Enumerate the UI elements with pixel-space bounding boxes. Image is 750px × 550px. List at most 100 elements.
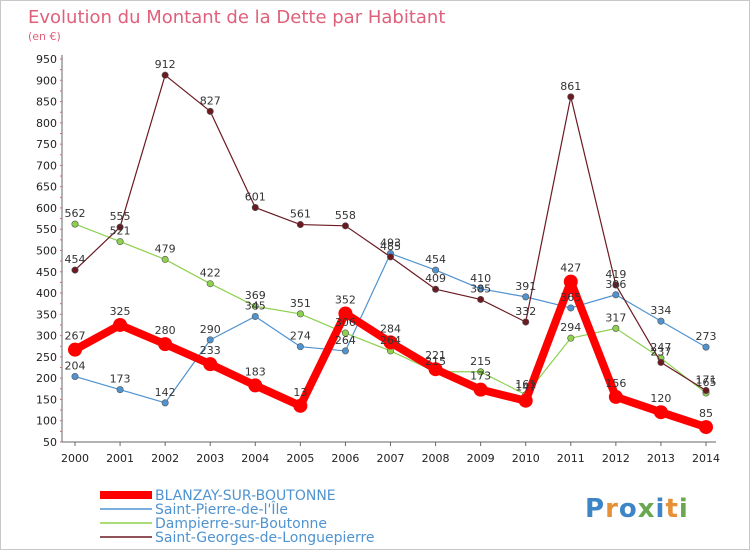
data-label: 173 (470, 370, 491, 383)
data-label: 290 (200, 323, 221, 336)
x-tick-label: 2008 (422, 452, 450, 465)
y-tick-label: 150 (36, 393, 57, 406)
data-point (477, 368, 485, 376)
x-tick-label: 2005 (286, 452, 314, 465)
data-label: 479 (155, 242, 176, 255)
data-label: 274 (290, 330, 311, 343)
y-tick-label: 50 (43, 436, 57, 449)
data-label: 147 (515, 381, 536, 394)
legend-label: Saint-Pierre-de-l'Île (155, 500, 288, 518)
y-tick-label: 500 (36, 245, 57, 258)
y-tick-label: 750 (36, 138, 57, 151)
data-point (161, 71, 169, 79)
x-tick-label: 2009 (467, 452, 495, 465)
y-tick-label: 950 (36, 53, 57, 66)
data-point (296, 221, 304, 229)
data-label: 325 (110, 305, 131, 318)
axes: 50 100 150 200 250 300 350 400 450 500 550 600 650 70… (36, 53, 720, 465)
data-point (71, 220, 79, 228)
data-point (248, 378, 263, 393)
data-labels: 204 173 142 290 345 274 264 493 454 410 391 365 396 3… (65, 58, 717, 420)
data-point (113, 317, 128, 332)
data-label: 183 (245, 365, 266, 378)
data-point (477, 295, 485, 303)
logo-letter: x (638, 494, 656, 524)
data-label: 306 (335, 316, 356, 329)
data-label: 204 (65, 359, 86, 372)
x-tick-label: 2006 (331, 452, 359, 465)
data-point (206, 280, 214, 288)
data-label: 396 (605, 278, 626, 291)
y-tick-label: 700 (36, 159, 57, 172)
data-point (341, 347, 349, 355)
chart-title: Evolution du Montant de la Dette par Hab… (28, 7, 445, 28)
y-tick-label: 800 (36, 117, 57, 130)
data-label: 493 (380, 236, 401, 249)
data-label: 264 (380, 334, 401, 347)
data-label: 369 (245, 289, 266, 302)
data-label: 85 (699, 407, 713, 420)
data-label: 454 (425, 253, 446, 266)
x-tick-label: 2001 (106, 452, 134, 465)
data-label: 173 (110, 373, 131, 386)
data-label: 165 (696, 376, 717, 389)
data-point (563, 274, 578, 289)
data-label: 422 (200, 267, 221, 280)
data-point (432, 266, 440, 274)
data-label: 558 (335, 209, 356, 222)
data-label: 233 (200, 344, 221, 357)
x-tick-label: 2014 (692, 452, 720, 465)
y-tick-label: 350 (36, 308, 57, 321)
data-point (477, 285, 485, 293)
y-tick-label: 550 (36, 223, 57, 236)
data-label: 345 (245, 299, 266, 312)
data-label: 215 (470, 355, 491, 368)
data-point (158, 337, 173, 352)
data-label: 317 (605, 311, 626, 324)
data-label: 352 (335, 293, 356, 306)
y-tick-label: 100 (36, 415, 57, 428)
data-label: 454 (65, 253, 86, 266)
data-point (251, 312, 259, 320)
data-point (161, 399, 169, 407)
y-tick-label: 650 (36, 181, 57, 194)
data-point (206, 336, 214, 344)
y-tick-label: 200 (36, 372, 57, 385)
legend: BLANZAY-SUR-BOUTONNESaint-Pierre-de-l'Îl… (100, 488, 375, 546)
data-label: 171 (696, 374, 717, 387)
data-point (522, 293, 530, 301)
data-point (657, 317, 665, 325)
data-point (68, 342, 82, 357)
x-tick-label: 2011 (557, 452, 585, 465)
data-label: 827 (200, 94, 221, 107)
y-tick-label: 450 (36, 266, 57, 279)
data-label: 365 (560, 291, 581, 304)
data-label: 555 (110, 210, 131, 223)
legend-label: BLANZAY-SUR-BOUTONNE (155, 488, 336, 504)
data-point (699, 420, 713, 435)
y-tick-label: 850 (36, 96, 57, 109)
data-point (383, 335, 398, 350)
x-tick-label: 2010 (512, 452, 540, 465)
data-label: 273 (696, 330, 717, 343)
data-point (432, 285, 440, 293)
y-tick-label: 300 (36, 330, 57, 343)
data-point (612, 281, 620, 289)
data-point (161, 255, 169, 263)
y-tick-label: 400 (36, 287, 57, 300)
series-0 (68, 274, 713, 435)
data-label: 120 (650, 392, 671, 405)
proxiti-logo: Proxiti (585, 494, 689, 524)
logo-letter: o (619, 494, 638, 524)
data-point (296, 343, 304, 351)
data-label: 237 (650, 345, 671, 358)
data-point (293, 398, 308, 413)
chart-subtitle: (en €) (28, 30, 61, 43)
legend-label: Dampierre-sur-Boutonne (155, 516, 327, 532)
series-layer (68, 71, 713, 435)
x-tick-label: 2012 (602, 452, 630, 465)
logo-letter: P (585, 494, 605, 524)
x-tick-label: 2013 (647, 452, 675, 465)
data-point (206, 107, 214, 115)
data-point (71, 266, 79, 274)
